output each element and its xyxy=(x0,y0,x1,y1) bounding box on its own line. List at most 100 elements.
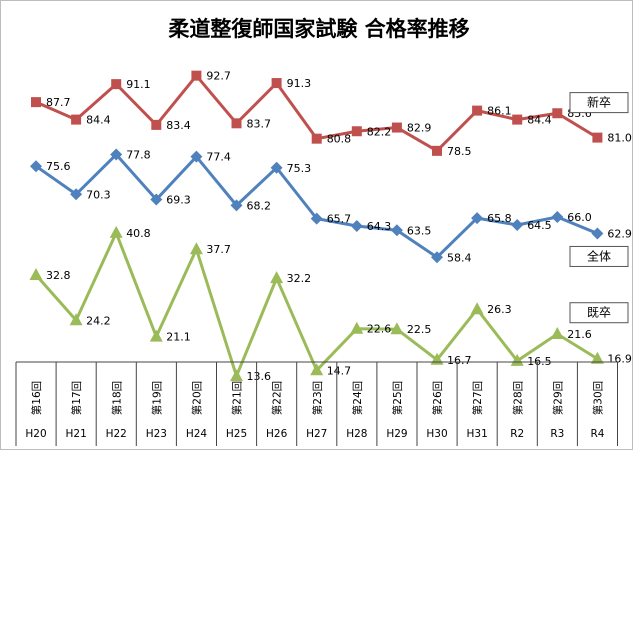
data-label-kisotsu: 24.2 xyxy=(86,314,111,327)
data-point-zentai xyxy=(471,212,484,225)
pass-rate-chart: 柔道整復師国家試験 合格率推移 87.7 84.4 91.1 83.4 92.7 83.7… xyxy=(15,17,632,446)
category-era-label: H21 xyxy=(66,428,87,440)
category-era-label: R3 xyxy=(550,428,564,440)
series-line-kisotsu xyxy=(34,231,599,378)
data-point-shinsotsu xyxy=(111,79,122,90)
data-point-zentai xyxy=(591,227,604,240)
legend-box xyxy=(569,92,629,114)
data-point-kisotsu xyxy=(390,322,404,335)
category-exam-label: 第27回 xyxy=(471,381,484,415)
data-label-zentai: 62.9 xyxy=(607,227,632,240)
data-point-shinsotsu xyxy=(271,78,282,89)
legend-label: 新卒 xyxy=(587,95,611,110)
data-point-kisotsu xyxy=(149,329,163,342)
category-exam-label: 第18回 xyxy=(110,381,123,415)
data-label-zentai: 63.5 xyxy=(407,224,432,237)
category-exam-label: 第22回 xyxy=(271,381,284,415)
data-point-zentai xyxy=(110,148,123,161)
data-point-kisotsu xyxy=(550,326,564,339)
category-era-label: H22 xyxy=(106,428,127,440)
category-exam-label: 第25回 xyxy=(391,381,404,415)
data-point-kisotsu xyxy=(510,353,524,366)
data-point-zentai xyxy=(310,212,323,225)
data-label-shinsotsu: 81.0 xyxy=(607,132,632,145)
data-point-zentai xyxy=(350,220,363,233)
category-era-label: H27 xyxy=(306,428,327,440)
category-era-label: R4 xyxy=(590,428,604,440)
data-label-kisotsu: 13.6 xyxy=(247,370,272,383)
data-label-zentai: 77.4 xyxy=(206,151,231,164)
data-point-kisotsu xyxy=(29,268,43,281)
data-point-zentai xyxy=(70,188,83,201)
data-label-zentai: 65.7 xyxy=(327,213,352,226)
category-era-label: H25 xyxy=(226,428,247,440)
data-point-kisotsu xyxy=(189,242,203,255)
legend-shinsotsu: 新卒 xyxy=(569,92,629,114)
data-label-kisotsu: 16.5 xyxy=(527,355,552,368)
data-label-zentai: 66.0 xyxy=(567,211,592,224)
data-label-kisotsu: 26.3 xyxy=(487,303,512,316)
data-label-zentai: 68.2 xyxy=(247,199,272,212)
category-exam-label: 第19回 xyxy=(150,381,163,415)
data-label-kisotsu: 37.7 xyxy=(206,243,231,256)
data-point-shinsotsu xyxy=(391,122,402,133)
data-point-kisotsu xyxy=(470,302,484,315)
data-label-kisotsu: 32.2 xyxy=(287,272,312,285)
data-point-shinsotsu xyxy=(151,119,162,130)
data-label-shinsotsu: 83.7 xyxy=(247,117,272,130)
data-point-shinsotsu xyxy=(432,145,442,156)
data-label-kisotsu: 21.1 xyxy=(166,331,191,344)
legend-kisotsu: 既卒 xyxy=(569,302,629,324)
data-label-kisotsu: 22.6 xyxy=(367,323,392,336)
data-label-kisotsu: 16.7 xyxy=(447,354,472,367)
data-point-shinsotsu xyxy=(552,108,563,119)
data-label-shinsotsu: 84.4 xyxy=(527,114,552,127)
data-label-shinsotsu: 86.1 xyxy=(487,105,512,118)
data-label-shinsotsu: 78.5 xyxy=(447,145,472,158)
data-label-zentai: 77.8 xyxy=(126,149,151,162)
data-label-kisotsu: 21.6 xyxy=(567,328,592,341)
data-label-kisotsu: 22.5 xyxy=(407,323,432,336)
data-point-shinsotsu xyxy=(311,133,322,144)
data-point-shinsotsu xyxy=(231,118,242,129)
data-label-kisotsu: 40.8 xyxy=(126,227,151,240)
data-point-zentai xyxy=(190,150,203,163)
data-labels: 87.7 84.4 91.1 83.4 92.7 83.7 91.3 80.8 82.2 82.9… xyxy=(46,70,632,383)
category-era-label: H24 xyxy=(186,428,208,440)
data-point-kisotsu xyxy=(310,363,324,376)
series-markers xyxy=(29,70,604,382)
category-era-label: H26 xyxy=(266,428,288,440)
data-label-shinsotsu: 80.8 xyxy=(327,133,352,146)
data-point-zentai xyxy=(30,160,42,173)
data-label-shinsotsu: 82.9 xyxy=(407,122,432,135)
data-label-shinsotsu: 87.7 xyxy=(46,96,71,109)
legend-zentai: 全体 xyxy=(569,245,629,267)
category-exam-label: 第23回 xyxy=(311,381,324,415)
data-point-kisotsu xyxy=(230,369,243,382)
category-era-label: H31 xyxy=(467,428,488,440)
data-point-zentai xyxy=(270,161,283,174)
data-point-zentai xyxy=(431,251,443,264)
data-point-shinsotsu xyxy=(472,105,483,116)
data-label-shinsotsu: 91.1 xyxy=(126,78,151,91)
category-exam-label: 第30回 xyxy=(591,381,604,415)
data-point-shinsotsu xyxy=(31,97,41,108)
legend-box xyxy=(569,302,629,324)
data-label-shinsotsu: 91.3 xyxy=(287,77,312,90)
category-exam-label: 第17回 xyxy=(70,381,83,415)
data-point-kisotsu xyxy=(350,321,364,334)
data-point-zentai xyxy=(551,211,564,224)
category-exam-label: 第29回 xyxy=(551,381,564,415)
category-exam-label: 第24回 xyxy=(351,381,364,415)
data-label-shinsotsu: 83.4 xyxy=(166,119,191,132)
data-label-zentai: 64.5 xyxy=(527,219,552,232)
data-label-zentai: 69.3 xyxy=(166,194,191,207)
category-exam-label: 第28回 xyxy=(511,381,524,415)
data-label-shinsotsu: 82.2 xyxy=(367,125,392,138)
data-label-zentai: 64.3 xyxy=(367,220,392,233)
data-label-kisotsu: 14.7 xyxy=(327,364,352,377)
category-axis-table: 第16回 H20 第17回 H21 第18回 H22 第19回 H23 第20回 H24 第21回 H… xyxy=(15,361,618,446)
category-era-label: R2 xyxy=(510,428,524,440)
data-point-shinsotsu xyxy=(592,132,603,143)
